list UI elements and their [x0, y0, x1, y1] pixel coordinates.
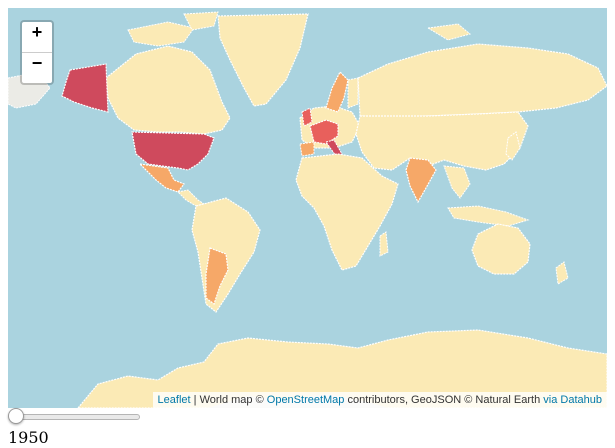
madagascar-shape [379, 231, 389, 257]
india-shape [405, 157, 437, 204]
alaska-shape [61, 63, 109, 113]
openstreetmap-link[interactable]: OpenStreetMap [266, 394, 345, 406]
scandinavia-shape [325, 70, 349, 113]
southeast-asia-shape [443, 165, 471, 199]
arctic-islands-shape [127, 21, 195, 47]
world-map-credit: World map © [199, 394, 267, 406]
siberia-islands-shape [426, 23, 472, 41]
attribution-separator: | [190, 394, 200, 406]
zoom-in-button[interactable]: + [31, 22, 43, 42]
year-slider-thumb[interactable] [8, 408, 24, 424]
iberia-shape [299, 141, 315, 157]
leaflet-link[interactable]: Leaflet [157, 394, 191, 406]
argentina-shape [205, 247, 229, 305]
world-map[interactable]: + − Leaflet | World map © OpenStreetMap … [8, 8, 607, 408]
indonesia-shape [447, 205, 530, 227]
asia-shape [355, 111, 529, 171]
year-slider-track[interactable] [10, 414, 140, 420]
finland-shape [347, 77, 359, 109]
new-zealand-shape [555, 261, 569, 285]
africa-shape [295, 153, 399, 271]
map-attribution: Leaflet | World map © OpenStreetMap cont… [152, 392, 607, 408]
datahub-link[interactable]: via Datahub [543, 394, 602, 406]
usa-shape [131, 131, 215, 171]
uk-shape [301, 107, 313, 127]
western-europe-shape [309, 119, 339, 145]
antarctica-shape [77, 329, 607, 408]
canada-shape [105, 45, 231, 135]
zoom-control: + − [20, 20, 54, 85]
arctic-islands-shape-2 [183, 11, 219, 31]
italy-shape [325, 139, 343, 157]
zoom-out-button[interactable]: − [22, 52, 52, 83]
map-canvas[interactable] [8, 8, 607, 408]
greenland-shape [217, 13, 309, 107]
contributors-credit: contributors, GeoJSON © Natural Earth [344, 394, 544, 406]
year-label: 1950 [8, 428, 49, 447]
australia-shape [471, 223, 531, 275]
year-slider[interactable] [8, 408, 142, 426]
japan-shape [505, 131, 521, 161]
mexico-shape [138, 163, 185, 193]
